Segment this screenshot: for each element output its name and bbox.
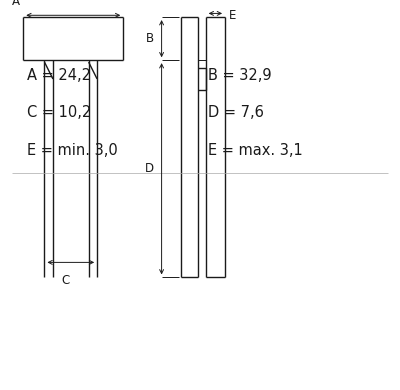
Text: D: D (145, 162, 154, 175)
Text: E: E (229, 9, 236, 22)
Text: E = max. 3,1: E = max. 3,1 (208, 143, 302, 158)
Text: B = 32,9: B = 32,9 (208, 68, 271, 83)
Text: C = 10,2: C = 10,2 (27, 105, 92, 120)
Text: D = 7,6: D = 7,6 (208, 105, 264, 120)
Text: E = min. 3,0: E = min. 3,0 (27, 143, 118, 158)
Text: B: B (146, 32, 154, 45)
Text: A: A (12, 0, 20, 8)
Text: A = 24,2: A = 24,2 (27, 68, 91, 83)
Text: C: C (62, 274, 70, 287)
